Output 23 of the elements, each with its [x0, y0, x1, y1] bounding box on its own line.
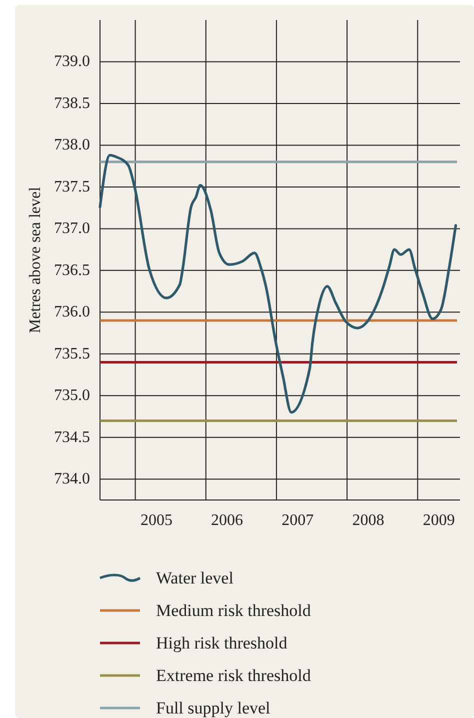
y-tick-label: 736.0 [54, 304, 90, 321]
x-tick-label: 2009 [422, 512, 455, 529]
legend-label: Full supply level [156, 698, 271, 718]
y-tick-label: 738.5 [54, 94, 90, 112]
y-tick-label: 737.5 [54, 178, 90, 196]
line-series [98, 154, 458, 414]
y-tick-label: 735.5 [54, 345, 90, 362]
legend-label: Extreme risk threshold [156, 666, 312, 685]
y-tick-label: 738.0 [54, 136, 90, 154]
y-tick-label: 735.0 [54, 387, 90, 404]
y-tick-label: 739.0 [54, 53, 90, 70]
y-axis-title: Metres above sea level [27, 186, 44, 334]
legend-label: Medium risk threshold [156, 601, 312, 620]
legend-label: High risk threshold [156, 634, 288, 652]
y-tick-label: 734.0 [54, 470, 90, 488]
y-tick-label: 737.0 [54, 220, 90, 238]
x-tick-label: 2006 [211, 512, 244, 529]
y-tick-label: 734.5 [54, 428, 90, 446]
legend-label: Water level [156, 568, 234, 588]
x-tick-label: 2008 [352, 512, 384, 529]
x-tick-label: 2005 [140, 512, 172, 529]
y-tick-label: 736.5 [54, 262, 90, 279]
x-tick-label: 2007 [282, 512, 314, 529]
